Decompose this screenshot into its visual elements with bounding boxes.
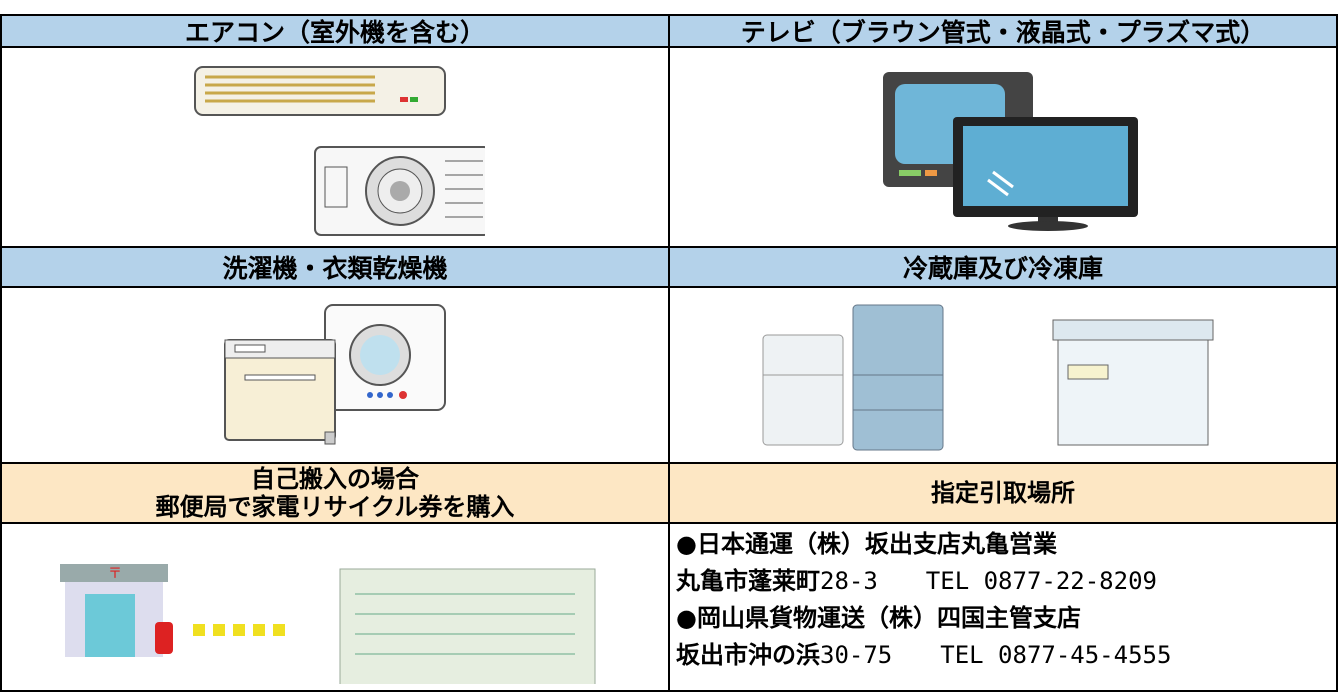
sites-header: 指定引取場所 — [668, 462, 1338, 524]
header-line: 郵便局で家電リサイクル券を購入 — [155, 493, 515, 521]
post-office-icon: 〒 — [60, 564, 596, 684]
site-detail: 30-75 TEL 0877-45-4555 — [820, 641, 1172, 669]
site-name: ●日本通運（株）坂出支店丸亀営業 — [676, 530, 1057, 558]
tv-image — [668, 46, 1338, 248]
washer-icon — [224, 304, 446, 445]
header-line: 自己搬入の場合 — [251, 465, 419, 493]
category-header: 洗濯機・衣類乾燥機 — [0, 246, 670, 288]
svg-text:〒: 〒 — [108, 566, 122, 582]
aircon-icon — [194, 66, 485, 236]
site-address: 丸亀市蓬莱町28-3 TEL 0877-22-8209 — [676, 563, 1157, 600]
site-address: 坂出市沖の浜30-75 TEL 0877-45-4555 — [676, 637, 1171, 674]
site-city: 丸亀市蓬莱町 — [676, 567, 820, 595]
fridge-image — [668, 286, 1338, 464]
site-city: 坂出市沖の浜 — [676, 641, 820, 669]
tv-icon — [883, 72, 1138, 231]
fridge-icon — [762, 304, 1214, 451]
self-delivery-header: 自己搬入の場合 郵便局で家電リサイクル券を購入 — [0, 462, 670, 524]
site-name: ●岡山県貨物運送（株）四国主管支店 — [676, 604, 1081, 632]
post-office-image: 〒 — [0, 522, 670, 692]
washer-image — [0, 286, 670, 464]
sites-list: ●日本通運（株）坂出支店丸亀営業 丸亀市蓬莱町28-3 TEL 0877-22-… — [668, 522, 1338, 692]
category-header: 冷蔵庫及び冷凍庫 — [668, 246, 1338, 288]
site-detail: 28-3 TEL 0877-22-8209 — [820, 567, 1157, 595]
aircon-image — [0, 46, 670, 248]
category-header: テレビ（ブラウン管式・液晶式・プラズマ式） — [668, 14, 1338, 48]
category-header: エアコン（室外機を含む） — [0, 14, 670, 48]
